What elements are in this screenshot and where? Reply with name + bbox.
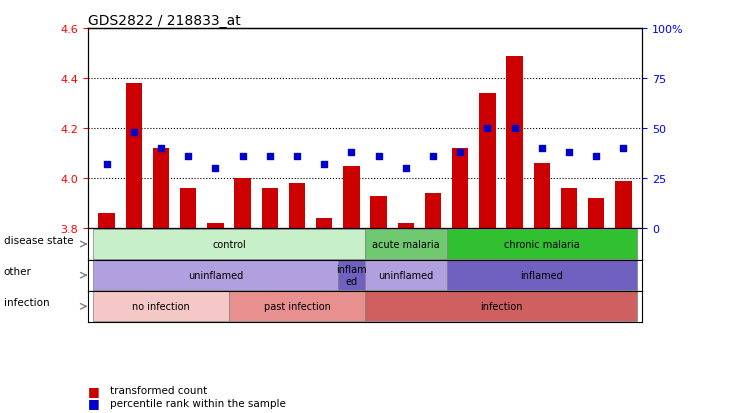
Text: acute malaria: acute malaria	[372, 240, 439, 249]
FancyBboxPatch shape	[229, 292, 365, 321]
Point	[400, 166, 412, 172]
Bar	[534, 164, 550, 229]
Text: uninflamed: uninflamed	[378, 271, 434, 280]
Point	[536, 145, 548, 152]
Bar	[452, 149, 469, 229]
Text: other: other	[4, 266, 31, 276]
Text: inflam
ed: inflam ed	[336, 265, 366, 286]
Text: ■: ■	[88, 396, 99, 409]
Point	[618, 145, 629, 152]
Point	[210, 166, 221, 172]
Bar	[316, 219, 332, 229]
Text: transformed count: transformed count	[110, 385, 207, 395]
Bar	[180, 189, 196, 229]
Bar	[425, 194, 441, 229]
Bar	[370, 196, 387, 229]
Bar	[99, 214, 115, 229]
FancyBboxPatch shape	[93, 292, 229, 321]
Point	[101, 161, 112, 168]
FancyBboxPatch shape	[365, 292, 637, 321]
Text: past infection: past infection	[264, 301, 331, 311]
Point	[182, 154, 194, 160]
Text: chronic malaria: chronic malaria	[504, 240, 580, 249]
FancyBboxPatch shape	[365, 261, 447, 290]
FancyBboxPatch shape	[447, 261, 637, 290]
Point	[345, 150, 357, 156]
Point	[373, 154, 385, 160]
Bar	[207, 224, 223, 229]
Bar	[126, 84, 142, 229]
Point	[128, 130, 139, 136]
Text: no infection: no infection	[132, 301, 190, 311]
Bar	[507, 57, 523, 229]
Text: GDS2822 / 218833_at: GDS2822 / 218833_at	[88, 14, 240, 28]
FancyBboxPatch shape	[93, 230, 365, 259]
Bar	[398, 224, 414, 229]
Bar	[261, 189, 278, 229]
Bar	[234, 179, 251, 229]
Point	[237, 154, 248, 160]
Point	[291, 154, 303, 160]
FancyBboxPatch shape	[338, 261, 365, 290]
Text: ■: ■	[88, 384, 99, 397]
Point	[509, 126, 520, 132]
Text: infection: infection	[4, 297, 50, 307]
Point	[482, 126, 493, 132]
Bar	[561, 189, 577, 229]
Bar	[588, 199, 604, 229]
FancyBboxPatch shape	[93, 261, 338, 290]
Bar	[615, 181, 631, 229]
Point	[318, 161, 330, 168]
Point	[563, 150, 575, 156]
Text: uninflamed: uninflamed	[188, 271, 243, 280]
Text: percentile rank within the sample: percentile rank within the sample	[110, 398, 285, 408]
Point	[155, 145, 167, 152]
Bar	[289, 184, 305, 229]
Bar	[479, 94, 496, 229]
Text: disease state: disease state	[4, 235, 73, 245]
Text: inflamed: inflamed	[520, 271, 563, 280]
Bar	[343, 166, 360, 229]
Point	[264, 154, 276, 160]
Text: infection: infection	[480, 301, 522, 311]
FancyBboxPatch shape	[365, 230, 447, 259]
Point	[427, 154, 439, 160]
Text: control: control	[212, 240, 246, 249]
Point	[591, 154, 602, 160]
Bar	[153, 149, 169, 229]
Point	[454, 150, 466, 156]
FancyBboxPatch shape	[447, 230, 637, 259]
